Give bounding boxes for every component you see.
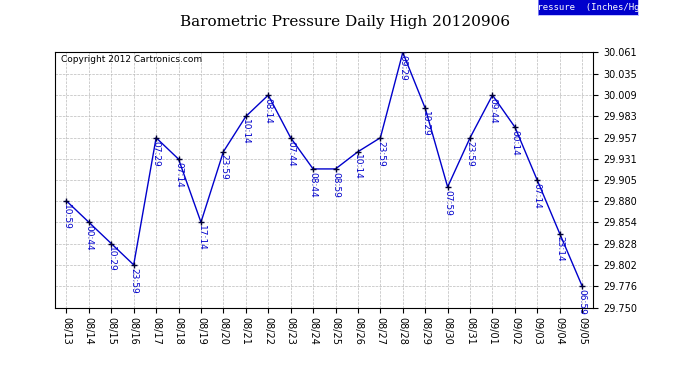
Text: 07:14: 07:14 [533, 183, 542, 209]
Text: 23:59: 23:59 [219, 154, 228, 180]
Text: 10:14: 10:14 [353, 154, 362, 180]
Text: 17:14: 17:14 [197, 225, 206, 251]
Text: 00:44: 00:44 [84, 225, 93, 251]
Text: 10:29: 10:29 [107, 246, 116, 272]
Text: Pressure  (Inches/Hg): Pressure (Inches/Hg) [532, 3, 644, 12]
Text: Barometric Pressure Daily High 20120906: Barometric Pressure Daily High 20120906 [180, 15, 510, 29]
Text: 23:14: 23:14 [555, 237, 564, 262]
Text: Copyright 2012 Cartronics.com: Copyright 2012 Cartronics.com [61, 55, 201, 64]
Text: 09:29: 09:29 [398, 55, 407, 81]
Text: 08:44: 08:44 [308, 172, 317, 197]
Text: 10:59: 10:59 [62, 204, 71, 230]
Text: 07:44: 07:44 [286, 141, 295, 166]
Text: 10:29: 10:29 [421, 111, 430, 137]
Text: 10:14: 10:14 [241, 119, 250, 145]
Text: 23:59: 23:59 [129, 268, 138, 293]
Text: 07:59: 07:59 [443, 190, 452, 216]
Text: 06:59: 06:59 [578, 289, 586, 315]
Text: 07:14: 07:14 [174, 162, 183, 188]
Text: 08:14: 08:14 [264, 98, 273, 124]
Text: 23:59: 23:59 [376, 141, 385, 166]
Text: 07:29: 07:29 [152, 141, 161, 166]
Text: 00:14: 00:14 [511, 130, 520, 156]
Text: 23:59: 23:59 [466, 141, 475, 166]
Text: 08:59: 08:59 [331, 172, 340, 198]
Text: 09:44: 09:44 [488, 98, 497, 123]
